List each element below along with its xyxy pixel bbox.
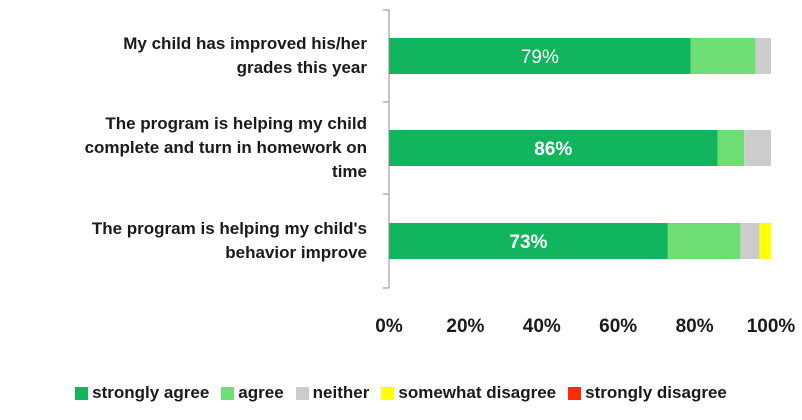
data-label: 73% [509, 232, 547, 253]
category-label-line: My child has improved his/her [123, 34, 367, 53]
category-label: My child has improved his/her grades this… [123, 32, 367, 80]
x-tick-label: 80% [676, 316, 714, 337]
x-tick-label: 20% [446, 316, 484, 337]
category-label-line: grades this year [236, 58, 367, 77]
category-label-line: The program is helping my child [105, 114, 367, 133]
x-tick-label: 0% [375, 316, 403, 337]
category-label-line: time [332, 162, 367, 181]
bar-segment-neither [744, 130, 771, 166]
x-tick-label: 60% [599, 316, 637, 337]
bar-segment-agree [690, 38, 756, 74]
legend-swatch [381, 386, 395, 400]
category-label: The program is helping my child complete … [85, 112, 367, 184]
bar-segment-neither [755, 38, 771, 74]
bar-segment-agree [717, 130, 745, 166]
legend-label: strongly agree [92, 383, 210, 402]
bar-segment-neither [740, 223, 760, 259]
category-label-line: behavior improve [225, 243, 367, 262]
legend-item: strongly agree [75, 383, 209, 403]
legend-swatch [295, 386, 309, 400]
legend-label: strongly disagree [585, 383, 727, 402]
bar-segment-strongly-agree [389, 130, 718, 166]
legend-label: somewhat disagree [398, 383, 557, 402]
bar-segment-agree [667, 223, 741, 259]
legend: strongly agree agree neither somewhat disag… [0, 383, 802, 403]
bar-segment-strongly-agree [389, 38, 691, 74]
legend-item: somewhat disagree [381, 383, 556, 403]
category-label-line: The program is helping my child's [91, 219, 367, 238]
bar-segment-somewhat-disagree [759, 223, 771, 259]
x-tick-label: 100% [747, 316, 796, 337]
bar-segment-strongly-agree [389, 223, 668, 259]
category-label: The program is helping my child's behavio… [92, 217, 367, 265]
legend-label: neither [312, 383, 370, 402]
legend-label: agree [238, 383, 284, 402]
data-label: 79% [521, 47, 559, 68]
legend-swatch [568, 386, 582, 400]
legend-item: strongly disagree [568, 383, 727, 403]
legend-item: agree [221, 383, 284, 403]
legend-swatch [75, 386, 89, 400]
legend-swatch [221, 386, 235, 400]
category-label-line: complete and turn in homework on [84, 138, 367, 157]
x-tick-label: 40% [523, 316, 561, 337]
data-label: 86% [534, 139, 572, 160]
legend-item: neither [295, 383, 370, 403]
